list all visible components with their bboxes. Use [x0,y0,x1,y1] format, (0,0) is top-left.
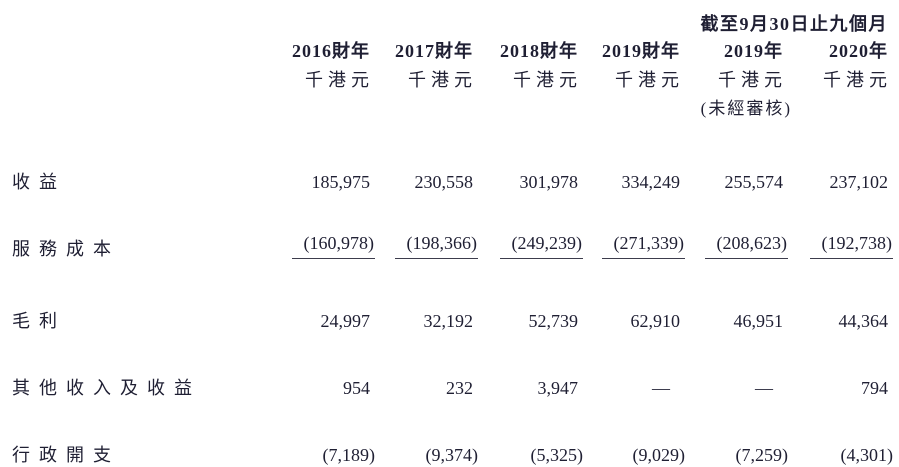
unit-label: 千港元 [718,69,787,90]
col-header-2020-9m: 2020年 [829,40,888,61]
cell-other-2016fy: 954 [343,377,370,398]
cell-cost-2018fy: (249,239) [499,233,583,259]
cell-admin-2016fy: (7,189) [322,444,376,465]
unaudited-note: (未經審核) [700,98,792,118]
cell-cost-2016fy: (160,978) [291,233,375,259]
cell-admin-2019fy: (9,029) [632,444,686,465]
cell-gross-2018fy: 52,739 [528,310,579,331]
cell-other-2017fy: 232 [446,377,473,398]
cell-gross-2020-9m: 44,364 [838,310,889,331]
cell-other-2019-9m: — [755,377,773,398]
cell-revenue-2019-9m: 255,574 [724,171,784,192]
cell-admin-2019-9m: (7,259) [735,444,789,465]
cell-revenue-2016fy: 185,975 [311,171,371,192]
unit-label: 千港元 [615,69,684,90]
year-header-row: 2016財年 2017財年 2018財年 2019財年 2019年 2020年 [0,34,888,61]
cell-admin-2020-9m: (4,301) [840,444,894,465]
col-header-2019fy: 2019財年 [602,40,680,61]
cell-revenue-2020-9m: 237,102 [829,171,889,192]
unit-label: 千港元 [823,69,892,90]
cell-cost-2019-9m: (208,623) [704,233,788,259]
unit-label: 千港元 [408,69,477,90]
row-label-cost-of-services: 服務成本 [12,238,120,259]
row-label-gross-profit: 毛利 [12,310,66,331]
cell-gross-2017fy: 32,192 [423,310,474,331]
cell-gross-2016fy: 24,997 [320,310,371,331]
table-row-admin-expenses: 行政開支 (7,189) (9,374) (5,325) (9,029) (7,… [0,400,893,467]
cell-revenue-2018fy: 301,978 [519,171,579,192]
period-header-row: 截至9月30日止九個月 [0,0,888,34]
table-row-cost-of-services: 服務成本 (160,978) (198,366) (249,239) (271,… [0,194,893,261]
cell-other-2018fy: 3,947 [537,377,579,398]
cell-other-2020-9m: 794 [861,377,888,398]
row-label-admin-expenses: 行政開支 [12,444,120,465]
cell-revenue-2019fy: 334,249 [621,171,681,192]
col-header-2019-9m: 2019年 [724,40,783,61]
unit-label: 千港元 [513,69,582,90]
cell-cost-2017fy: (198,366) [394,233,478,259]
table-row-other-income: 其他收入及收益 954 232 3,947 — — 794 [0,333,888,400]
cell-cost-2020-9m: (192,738) [809,233,893,259]
row-label-other-income: 其他收入及收益 [12,377,201,398]
cell-cost-2019fy: (271,339) [601,233,685,259]
col-header-2016fy: 2016財年 [292,40,370,61]
cell-gross-2019fy: 62,910 [630,310,681,331]
unit-label: 千港元 [305,69,374,90]
unaudited-note-row: (未經審核) [0,90,888,118]
table-row-revenue: 收益 185,975 230,558 301,978 334,249 255,5… [0,118,888,194]
period-header: 截至9月30日止九個月 [700,13,888,34]
row-label-revenue: 收益 [12,171,66,192]
cell-admin-2017fy: (9,374) [425,444,479,465]
cell-admin-2018fy: (5,325) [530,444,584,465]
cell-gross-2019-9m: 46,951 [733,310,784,331]
col-header-2017fy: 2017財年 [395,40,473,61]
col-header-2018fy: 2018財年 [500,40,578,61]
unit-header-row: 千港元 千港元 千港元 千港元 千港元 千港元 [0,61,888,90]
cell-revenue-2017fy: 230,558 [414,171,474,192]
table-row-gross-profit: 毛利 24,997 32,192 52,739 62,910 46,951 44… [0,261,888,333]
cell-other-2019fy: — [652,377,670,398]
